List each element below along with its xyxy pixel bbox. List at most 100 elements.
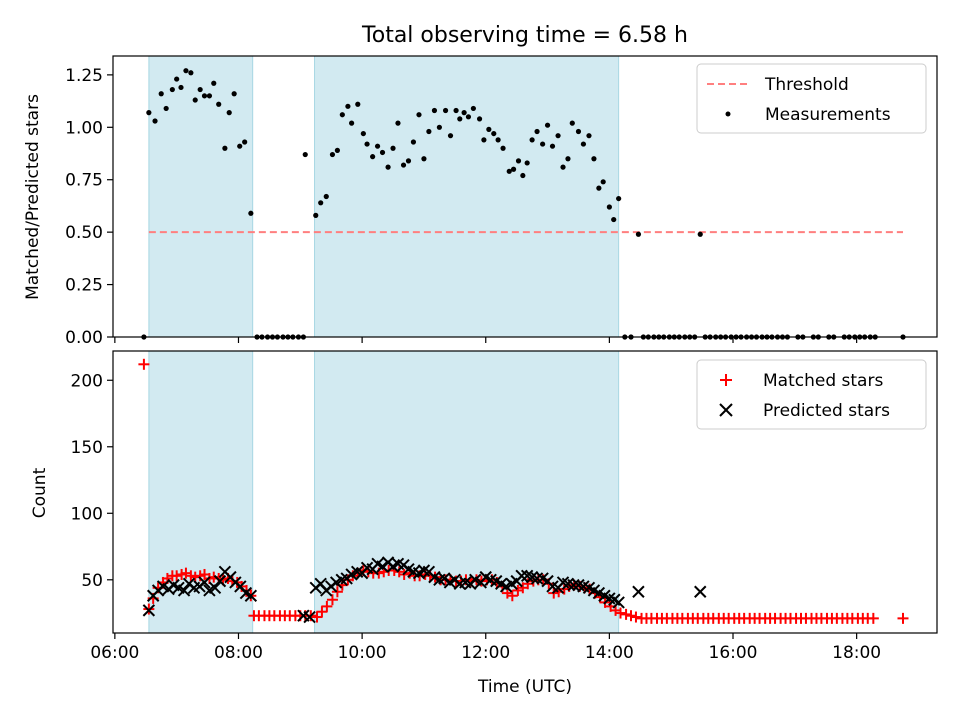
matched-star-point xyxy=(506,590,518,602)
measurement-point xyxy=(534,128,540,135)
top-panel: Total observing time = 6.58 h 0.000.250.… xyxy=(23,23,938,348)
measurement-point xyxy=(491,130,497,137)
x-marker-b xyxy=(490,574,503,588)
measurement-point xyxy=(318,200,324,206)
bottom-ytick-label: 100 xyxy=(71,504,103,524)
matched-star-point xyxy=(897,612,909,624)
measurement-point xyxy=(586,133,592,139)
measurement-point xyxy=(524,160,530,166)
predicted-star-point xyxy=(612,596,625,609)
bottom-xtick-label: 06:00 xyxy=(90,643,139,663)
x-marker-b xyxy=(536,572,549,585)
bottom-panel: 50 100 150 200 06:00 08:00 10:00 12:00 14:00 16:… xyxy=(30,350,938,697)
matched-star-point xyxy=(620,608,632,620)
measurement-point xyxy=(201,93,208,99)
measurement-point xyxy=(146,110,152,116)
bottom-xtick-label: 18:00 xyxy=(832,643,881,663)
predicted-star-point xyxy=(694,585,707,598)
matched-star-point xyxy=(512,584,524,596)
matched-star-point xyxy=(867,612,879,624)
measurement-point xyxy=(345,103,351,109)
measurement-point xyxy=(390,145,396,151)
bottom-ytick-label: 150 xyxy=(71,438,103,458)
x-marker-b xyxy=(177,584,191,597)
measurement-point xyxy=(580,141,587,147)
top-ytick-label: 0.75 xyxy=(65,171,103,191)
measurement-point xyxy=(495,137,501,143)
measurement-point xyxy=(248,210,254,216)
top-shaded-regions xyxy=(148,55,620,338)
x-marker-b xyxy=(402,562,415,576)
x-marker-b xyxy=(297,609,310,622)
x-marker-b xyxy=(239,586,253,600)
predicted-star-point xyxy=(515,569,528,583)
measurement-point xyxy=(188,70,194,76)
measurement-point xyxy=(453,107,459,114)
x-marker-b xyxy=(360,561,374,575)
top-shaded-interval xyxy=(148,55,254,338)
matched-star-point xyxy=(615,607,627,619)
matched-star-point xyxy=(331,586,343,598)
measurement-point xyxy=(575,128,582,135)
predicted-star-point xyxy=(208,581,222,594)
top-legend-box xyxy=(696,63,927,134)
measurement-point xyxy=(569,120,575,126)
measurement-point xyxy=(222,145,228,151)
top-ytick-label: 1.25 xyxy=(65,66,103,86)
x-marker-b xyxy=(172,581,185,594)
x-marker-b xyxy=(391,557,405,571)
predicted-star-point xyxy=(376,560,389,573)
measurement-point xyxy=(334,147,340,153)
bottom-xtick-label: 10:00 xyxy=(338,643,387,663)
predicted-star-point xyxy=(142,604,156,617)
measurement-point xyxy=(302,151,308,158)
measurement-point xyxy=(520,172,526,179)
x-marker-b xyxy=(438,572,451,585)
bottom-shaded-interval xyxy=(314,350,620,634)
measurement-point xyxy=(360,130,366,137)
x-marker-b xyxy=(234,580,247,593)
bottom-xtick-label: 16:00 xyxy=(709,643,758,663)
measurement-point xyxy=(231,91,237,97)
x-marker-b xyxy=(567,578,580,592)
top-ytick-label: 0.00 xyxy=(65,328,103,348)
measurement-point xyxy=(405,158,412,164)
bottom-legend-box xyxy=(696,359,927,430)
measurement-point xyxy=(591,156,597,162)
measurement-point xyxy=(416,112,422,118)
bottom-xtick-label: 14:00 xyxy=(585,643,634,663)
measurement-point xyxy=(436,124,442,130)
bottom-x-ticks: 06:00 08:00 10:00 12:00 14:00 16:00 18:00 xyxy=(90,633,881,663)
top-shaded-interval xyxy=(314,55,620,338)
x-marker-b xyxy=(142,604,156,617)
measurement-point xyxy=(242,139,248,145)
x-marker-b xyxy=(167,578,180,592)
measurement-point xyxy=(697,231,703,237)
x-marker-b xyxy=(525,570,539,584)
x-marker-b xyxy=(546,580,559,593)
measurement-point xyxy=(481,137,487,143)
measurement-point xyxy=(555,133,561,139)
x-marker-b xyxy=(484,573,497,586)
measurement-point xyxy=(426,128,432,135)
measurement-point xyxy=(442,107,449,114)
x-marker-b xyxy=(694,585,707,598)
measurement-point xyxy=(192,97,198,103)
measurement-point xyxy=(385,164,391,170)
measurement-point xyxy=(374,143,381,149)
x-marker-b xyxy=(244,589,258,602)
matched-star-point xyxy=(316,606,328,618)
measurement-point xyxy=(486,126,492,132)
bottom-xtick-label: 08:00 xyxy=(214,643,263,663)
measurement-point xyxy=(169,86,175,93)
top-y-ticks: 0.00 0.25 0.50 0.75 1.00 1.25 xyxy=(65,66,113,348)
measurements-legend-label: Measurements xyxy=(765,105,891,125)
x-marker-b xyxy=(469,573,482,586)
measurement-point xyxy=(206,93,213,99)
x-marker-b xyxy=(587,584,601,597)
predicted-star-point xyxy=(198,576,211,589)
measurement-point xyxy=(174,76,180,82)
top-x-ticks xyxy=(114,337,858,343)
x-marker-b xyxy=(561,577,575,590)
